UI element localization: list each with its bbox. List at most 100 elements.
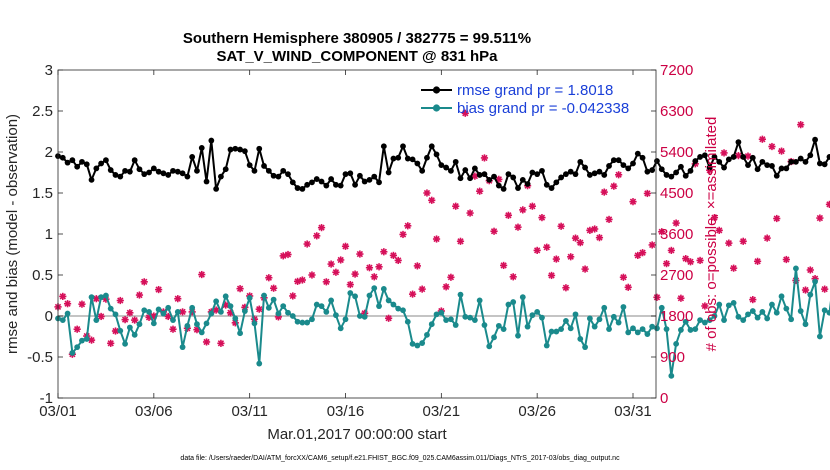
bias-point xyxy=(730,299,737,306)
obs-count-point xyxy=(126,309,134,317)
obs-count-point xyxy=(236,285,244,293)
bias-point xyxy=(687,327,694,333)
x-tick-label: 03/31 xyxy=(614,403,652,420)
rmse-point xyxy=(625,165,632,172)
bias-point xyxy=(711,313,718,319)
obs-count-point xyxy=(111,327,120,335)
bias-point xyxy=(136,321,143,328)
rmse-point xyxy=(596,168,603,175)
rmse-point xyxy=(232,145,239,152)
rmse-point xyxy=(745,162,751,169)
obs-count-point xyxy=(121,316,129,324)
bias-point xyxy=(759,309,766,315)
bias-point xyxy=(222,293,229,300)
obs-count-point xyxy=(543,243,551,251)
obs-count-point xyxy=(768,142,776,151)
bias-point xyxy=(486,343,493,350)
bias-point xyxy=(510,299,517,305)
rmse-point xyxy=(582,164,588,171)
obs-count-point xyxy=(538,214,546,222)
bias-point xyxy=(471,317,478,323)
bias-point xyxy=(184,322,191,329)
bias-point xyxy=(663,326,670,333)
rmse-point xyxy=(654,158,660,164)
bias-point xyxy=(304,319,311,326)
bias-point xyxy=(630,325,636,332)
bias-point xyxy=(409,340,416,347)
rmse-point xyxy=(553,179,560,186)
y-left-tick-label: 0 xyxy=(45,308,53,325)
bias-point xyxy=(285,309,291,316)
rmse-point xyxy=(352,181,358,188)
bias-point xyxy=(462,313,469,320)
rmse-point xyxy=(443,164,450,171)
bias-point xyxy=(716,301,723,308)
rmse-point xyxy=(189,154,196,160)
rmse-point xyxy=(673,169,680,176)
rmse-point xyxy=(802,158,809,165)
bias-point xyxy=(769,301,775,308)
bias-point xyxy=(265,304,272,311)
obs-count-point xyxy=(303,240,311,248)
rmse-point xyxy=(577,158,584,165)
obs-count-point xyxy=(452,202,460,210)
bias-point xyxy=(256,360,263,367)
bias-point xyxy=(572,311,579,318)
rmse-point xyxy=(213,186,220,192)
rmse-point xyxy=(160,170,167,177)
bias-point xyxy=(376,303,382,310)
obs-count-point xyxy=(557,222,565,230)
rmse-point xyxy=(69,157,76,164)
bias-point xyxy=(764,315,771,322)
bias-point xyxy=(246,295,253,301)
obs-count-point xyxy=(672,219,680,227)
rmse-point xyxy=(816,160,823,167)
rmse-point xyxy=(419,167,426,174)
obs-count-point xyxy=(375,263,383,271)
bias-point xyxy=(189,304,196,311)
obs-count-point xyxy=(408,290,417,298)
obs-count-point xyxy=(528,202,536,210)
obs-count-point xyxy=(658,228,666,236)
rmse-point xyxy=(495,182,502,189)
rmse-point xyxy=(682,172,689,179)
plot-area xyxy=(54,69,830,399)
bias-point xyxy=(481,322,488,328)
obs-count-point xyxy=(456,237,465,245)
rmse-point xyxy=(237,146,243,153)
bias-point xyxy=(170,317,176,323)
obs-count-point xyxy=(500,261,508,270)
bias-point xyxy=(491,334,497,341)
rmse-point xyxy=(318,178,325,185)
bias-point xyxy=(64,310,71,317)
obs-count-point xyxy=(226,309,235,317)
rmse-point xyxy=(563,171,569,178)
obs-count-point xyxy=(135,291,144,299)
rmse-point xyxy=(821,161,828,168)
y-axis-right-ticks: 0 900 1800 2700 3600 4500 5400 6300 7200 xyxy=(660,62,693,407)
rmse-point xyxy=(486,176,493,183)
rmse-point xyxy=(155,168,162,175)
y-left-tick-label: 1.5 xyxy=(32,185,53,202)
obs-count-point xyxy=(308,271,316,279)
bias-point xyxy=(524,323,531,330)
rmse-point xyxy=(606,163,612,169)
bias-point xyxy=(232,315,239,322)
rmse-point xyxy=(764,162,771,169)
obs-count-point xyxy=(480,154,489,162)
bias-point xyxy=(208,310,215,317)
obs-count-point xyxy=(653,293,661,301)
rmse-point xyxy=(481,171,488,178)
rmse-point xyxy=(706,164,713,171)
obs-count-point xyxy=(797,121,805,129)
rmse-point xyxy=(203,178,210,185)
rmse-point xyxy=(385,169,392,176)
rmse-point xyxy=(500,186,507,192)
bias-point xyxy=(146,309,152,315)
bias-point xyxy=(318,303,325,310)
rmse-point xyxy=(400,143,406,150)
rmse-point xyxy=(476,172,483,178)
bias-point xyxy=(812,278,818,285)
bias-point xyxy=(591,323,598,330)
bias-point xyxy=(400,307,406,314)
